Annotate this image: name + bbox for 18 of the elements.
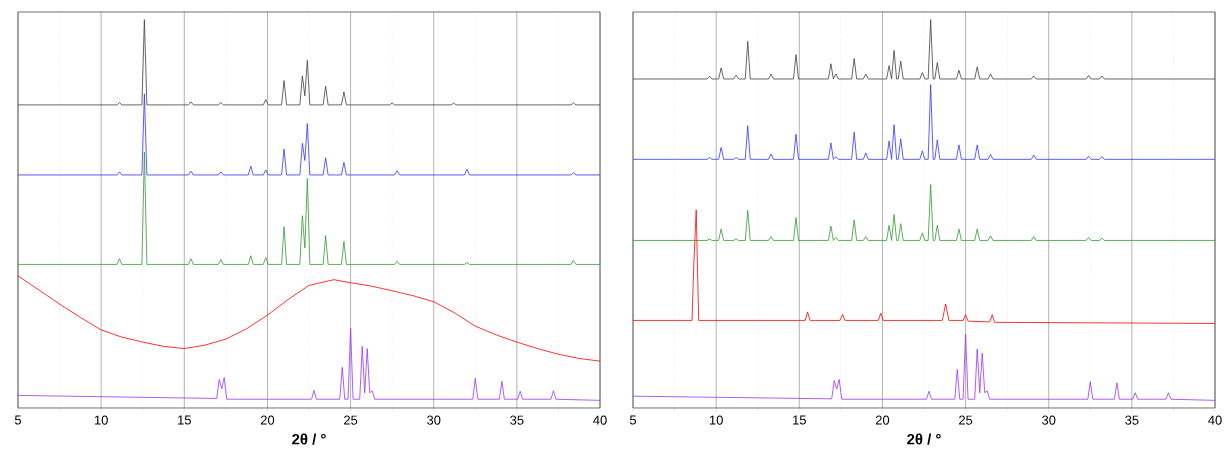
x-tick-label: 25	[959, 415, 973, 425]
x-tick-label: 15	[178, 415, 191, 425]
x-tick-label: 25	[344, 415, 358, 425]
x-tick-label: 20	[875, 415, 890, 425]
x-tick-label: 40	[1208, 415, 1222, 425]
x-tick-label: 40	[593, 415, 607, 425]
x-tick-label: 30	[427, 415, 441, 425]
x-tick-label: 35	[510, 415, 524, 425]
x-tick-label: 10	[709, 415, 723, 425]
x-axis-title: 2θ / °	[292, 433, 326, 445]
x-axis-title: 2θ / °	[907, 433, 941, 445]
x-tick-label: 5	[14, 415, 22, 425]
x-tick-label: 35	[1125, 415, 1139, 425]
x-tick-label: 5	[629, 415, 637, 425]
x-tick-label: 10	[94, 415, 108, 425]
x-tick-label: 30	[1042, 415, 1056, 425]
x-tick-label: 15	[793, 415, 806, 425]
x-tick-label: 20	[260, 415, 275, 425]
